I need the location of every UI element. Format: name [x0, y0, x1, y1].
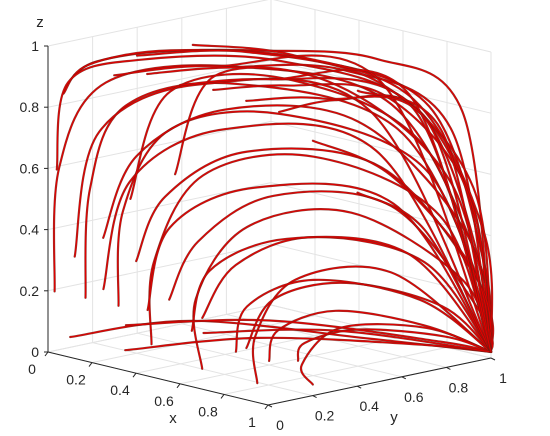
trajectory-17: [168, 190, 492, 353]
trajectory-31: [125, 319, 492, 353]
z-tick-label: 0: [31, 344, 39, 360]
grid-line: [273, 0, 492, 53]
z-tick-label: 0.8: [20, 99, 40, 115]
axes-box: [44, 45, 496, 410]
trajectory-34: [312, 140, 492, 353]
x-tick-label: 0.2: [66, 372, 86, 388]
x-axis-line: [47, 351, 269, 406]
x-tick: [132, 372, 137, 378]
trajectory-shadow-13: [135, 49, 493, 353]
y-tick: [401, 376, 407, 380]
y-axis-label: y: [390, 409, 398, 426]
z-axis-label: z: [36, 14, 44, 31]
y-tick: [490, 357, 496, 361]
trajectory-13: [136, 50, 492, 353]
y-axis-line: [267, 357, 492, 406]
grid-line: [47, 120, 272, 169]
grid-line: [270, 304, 492, 359]
grid-line: [137, 332, 358, 387]
trajectory-37: [113, 54, 492, 353]
y-tick: [356, 385, 362, 389]
trajectory-22: [235, 279, 492, 353]
x-tick: [220, 394, 225, 399]
trajectory-25: [102, 123, 492, 353]
grid-layer: [47, 0, 492, 406]
y-tick-label: 1: [499, 370, 507, 386]
z-tick-label: 0.2: [20, 283, 40, 299]
grid-line: [179, 336, 404, 385]
trajectory-39: [245, 96, 492, 353]
x-tick-label: 0: [28, 361, 36, 377]
grid-line: [91, 315, 316, 364]
trajectory-6: [148, 153, 492, 353]
x-tick: [176, 383, 181, 389]
y-tick: [267, 404, 273, 408]
y-tick-label: 0.8: [449, 379, 469, 395]
x-tick-label: 0.8: [198, 403, 218, 419]
y-tick-label: 0.6: [404, 389, 424, 405]
trajectory-33: [356, 192, 492, 353]
trajectory-layer: [52, 43, 495, 386]
grid-line: [223, 346, 448, 395]
y-tick: [446, 366, 451, 370]
x-tick: [44, 351, 49, 357]
y-tick-label: 0: [276, 417, 284, 433]
trajectory-38: [179, 69, 492, 353]
x-axis-label: x: [169, 410, 177, 427]
x-tick-label: 0.4: [110, 382, 130, 398]
z-tick-label: 0.4: [20, 222, 40, 238]
grid-line: [47, 304, 272, 353]
trajectory-24: [147, 183, 492, 353]
grid-line: [47, 0, 269, 47]
trajectory-19: [245, 282, 492, 353]
x-tick-label: 1: [248, 414, 256, 430]
y-tick-label: 0.2: [315, 408, 335, 424]
z-tick-label: 0.6: [20, 160, 40, 176]
x-tick-label: 0.6: [154, 393, 174, 409]
y-tick: [312, 395, 317, 399]
x-tick: [264, 404, 269, 410]
y-tick-label: 0.4: [359, 398, 379, 414]
grid-line: [47, 243, 272, 292]
trajectory-shadow-17: [168, 190, 493, 353]
x-tick: [88, 362, 93, 367]
z-tick-label: 1: [31, 38, 39, 54]
trajectory-35: [357, 90, 492, 353]
trajectory-23: [191, 236, 492, 353]
trajectory-32: [202, 328, 492, 353]
